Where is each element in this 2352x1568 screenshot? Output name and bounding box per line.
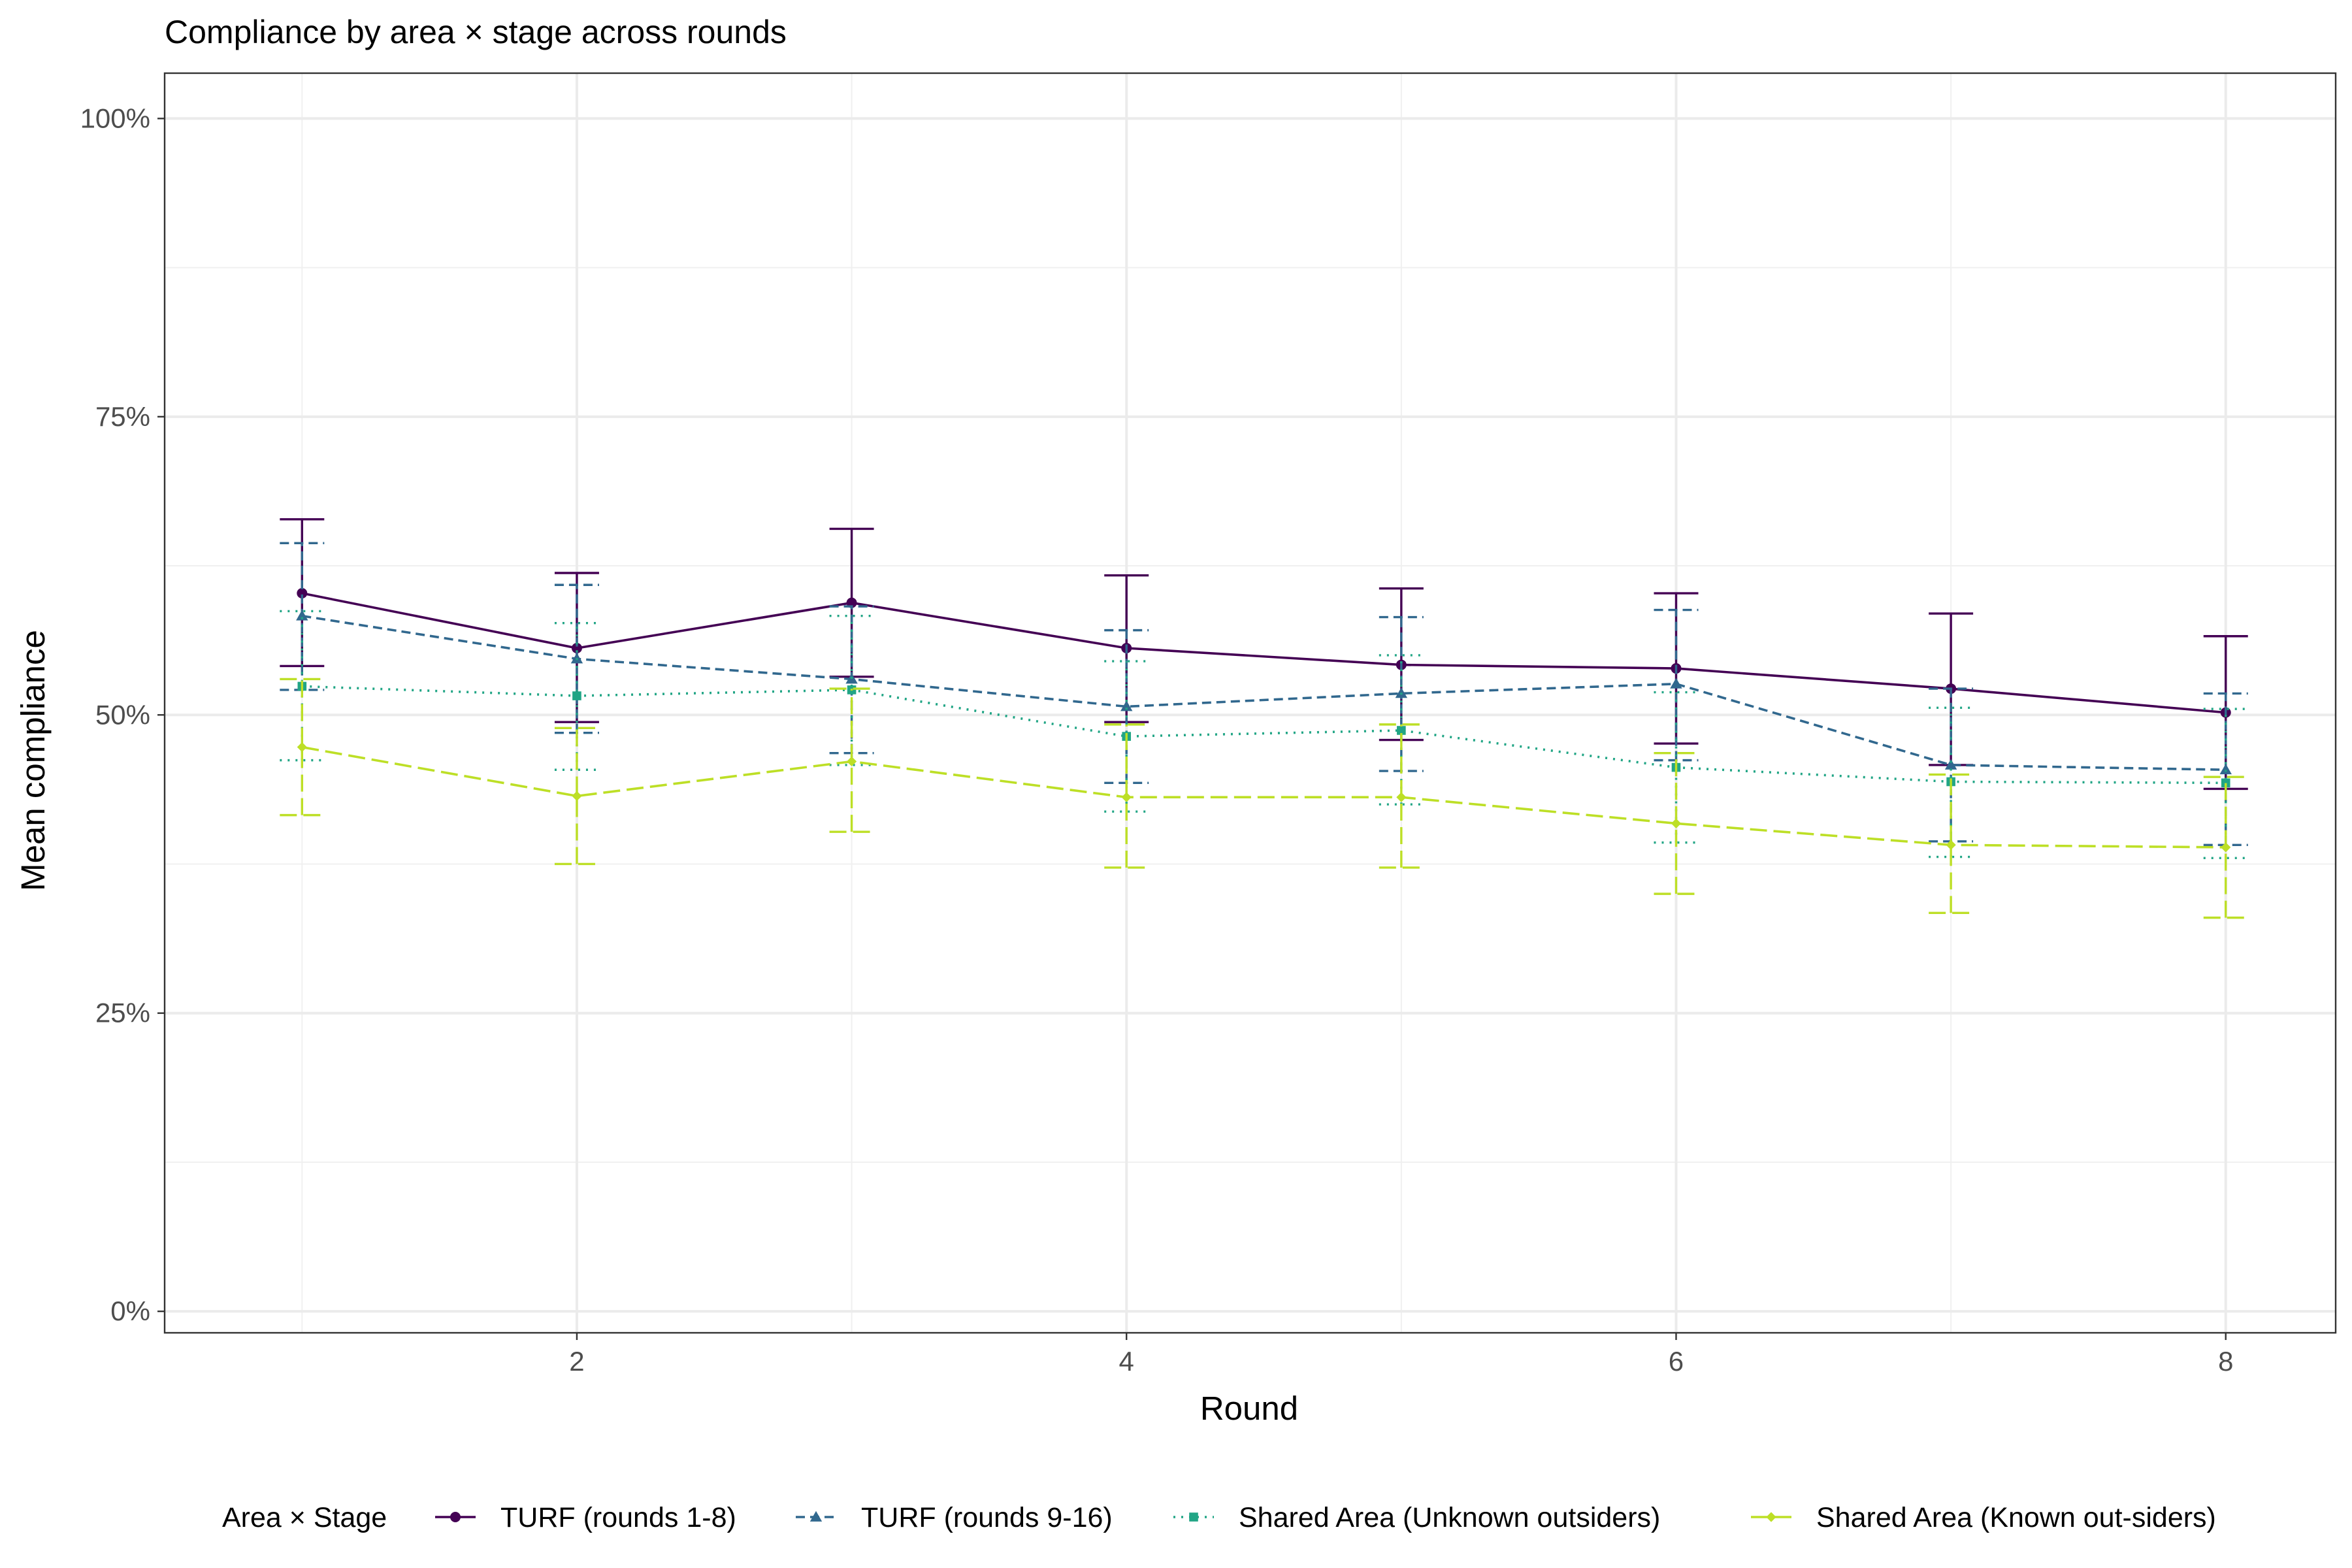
x-tick-label: 4 xyxy=(1119,1346,1134,1377)
legend-key-marker xyxy=(1766,1512,1776,1522)
x-tick-label: 6 xyxy=(1669,1346,1684,1377)
legend-item-1: TURF (rounds 1-8) xyxy=(435,1502,736,1533)
data-point xyxy=(1396,792,1407,802)
legend-key-marker xyxy=(450,1512,461,1522)
legend-item-4: Shared Area (Known out-siders) xyxy=(1751,1502,2216,1533)
error-bar xyxy=(829,615,874,766)
legend-label: Shared Area (Unknown outsiders) xyxy=(1239,1502,1660,1533)
legend-key-marker xyxy=(1189,1512,1198,1522)
series-line xyxy=(302,745,2226,849)
y-tick-label: 75% xyxy=(95,401,150,432)
data-point xyxy=(1670,678,1682,689)
data-point xyxy=(1120,700,1133,711)
y-tick-label: 0% xyxy=(110,1296,150,1326)
legend: Area × Stage TURF (rounds 1-8) TURF (round… xyxy=(222,1502,2216,1533)
x-tick-label: 2 xyxy=(569,1346,584,1377)
error-bar xyxy=(1654,751,1699,895)
legend-item-3: Shared Area (Unknown outsiders) xyxy=(1173,1502,1660,1533)
data-point xyxy=(572,791,582,802)
y-axis: 0% 25% 50% 75% 100% xyxy=(80,103,165,1326)
legend-key-marker xyxy=(809,1511,823,1522)
data-point xyxy=(296,610,308,621)
panel-border xyxy=(163,72,2337,1334)
data-point xyxy=(1946,840,1956,850)
series-line xyxy=(301,592,2226,714)
error-bar xyxy=(1929,773,1974,915)
data-point xyxy=(2221,842,2231,853)
data-point xyxy=(572,691,581,700)
data-point xyxy=(2221,778,2230,788)
error-bar xyxy=(554,727,599,866)
data-point xyxy=(2219,764,2232,775)
data-point xyxy=(1671,818,1682,829)
series-4 xyxy=(280,678,2248,919)
y-axis-title: Mean compliance xyxy=(14,630,52,891)
legend-label: TURF (rounds 1-8) xyxy=(500,1502,736,1533)
data-point xyxy=(1397,726,1406,735)
data-point xyxy=(297,742,307,753)
x-axis-title: Round xyxy=(1200,1390,1298,1427)
error-bar xyxy=(2203,776,2248,919)
data-point xyxy=(297,588,308,599)
error-bar xyxy=(1379,654,1424,806)
data-point xyxy=(1121,792,1132,802)
x-axis: 2 4 6 8 xyxy=(569,1333,2233,1377)
y-tick-label: 100% xyxy=(80,103,150,133)
y-tick-label: 25% xyxy=(95,998,150,1028)
data-point xyxy=(571,643,582,654)
legend-title: Area × Stage xyxy=(222,1502,387,1533)
y-tick-label: 50% xyxy=(95,699,150,730)
series-line xyxy=(302,685,2226,785)
x-tick-label: 8 xyxy=(2218,1346,2233,1377)
data-point xyxy=(846,756,857,767)
legend-item-2: TURF (rounds 9-16) xyxy=(796,1502,1113,1533)
series-line xyxy=(302,614,2226,772)
error-bar xyxy=(280,678,325,817)
legend-label: TURF (rounds 9-16) xyxy=(861,1502,1113,1533)
legend-label: Shared Area (Known out-siders) xyxy=(1816,1502,2216,1533)
chart-title: Compliance by area × stage across rounds xyxy=(165,14,787,50)
data-point xyxy=(1944,759,1957,770)
plot-panel xyxy=(163,72,2337,1334)
